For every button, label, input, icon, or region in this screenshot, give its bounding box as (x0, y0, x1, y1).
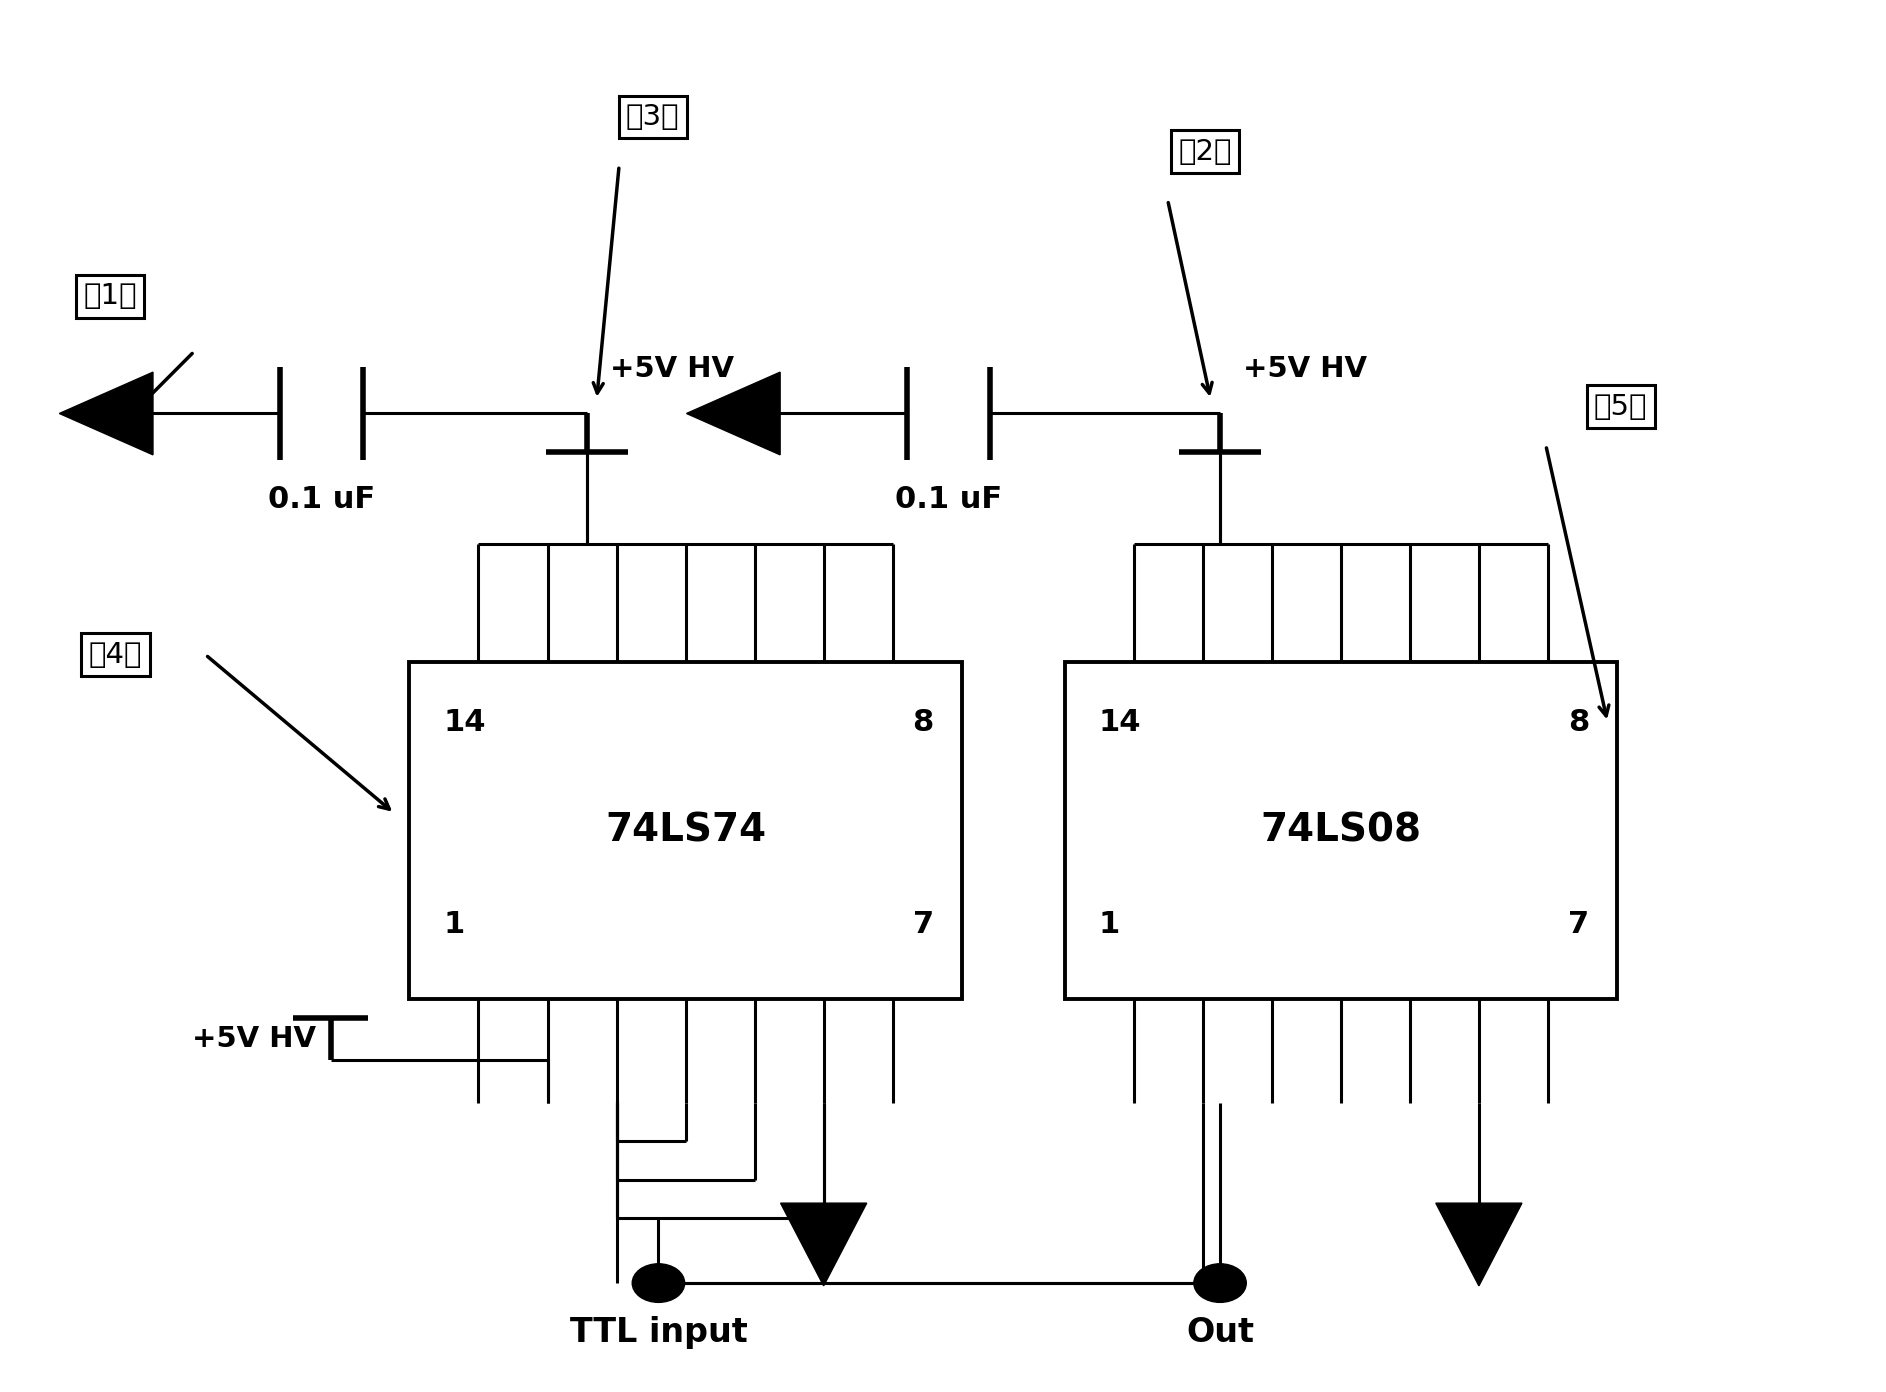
Text: 0.1 uF: 0.1 uF (896, 486, 1001, 514)
Text: （5）: （5） (1594, 393, 1648, 420)
Text: 1: 1 (443, 910, 464, 940)
Text: 74LS08: 74LS08 (1260, 812, 1422, 849)
Circle shape (1194, 1264, 1247, 1303)
Text: 14: 14 (1098, 707, 1141, 736)
Polygon shape (1435, 1203, 1522, 1286)
Text: 0.1 uF: 0.1 uF (268, 486, 375, 514)
Text: （1）: （1） (83, 283, 136, 310)
Text: 7: 7 (1567, 910, 1588, 940)
Text: +5V HV: +5V HV (609, 355, 734, 383)
Text: +5V HV: +5V HV (1243, 355, 1367, 383)
Text: （2）: （2） (1179, 138, 1232, 166)
Text: +5V HV: +5V HV (192, 1025, 315, 1054)
Text: （4）: （4） (89, 640, 141, 668)
Polygon shape (687, 372, 781, 455)
Text: 8: 8 (913, 707, 934, 736)
Text: （3）: （3） (626, 103, 679, 131)
Text: 74LS74: 74LS74 (605, 812, 766, 849)
Bar (409, 661, 962, 999)
Text: 8: 8 (1567, 707, 1588, 736)
Polygon shape (58, 372, 153, 455)
Text: Out: Out (1186, 1317, 1254, 1349)
Text: 7: 7 (913, 910, 934, 940)
Text: TTL input: TTL input (570, 1317, 747, 1349)
Polygon shape (781, 1203, 868, 1286)
Text: 14: 14 (443, 707, 487, 736)
Circle shape (632, 1264, 685, 1303)
Text: 1: 1 (1098, 910, 1120, 940)
Bar (1066, 661, 1616, 999)
